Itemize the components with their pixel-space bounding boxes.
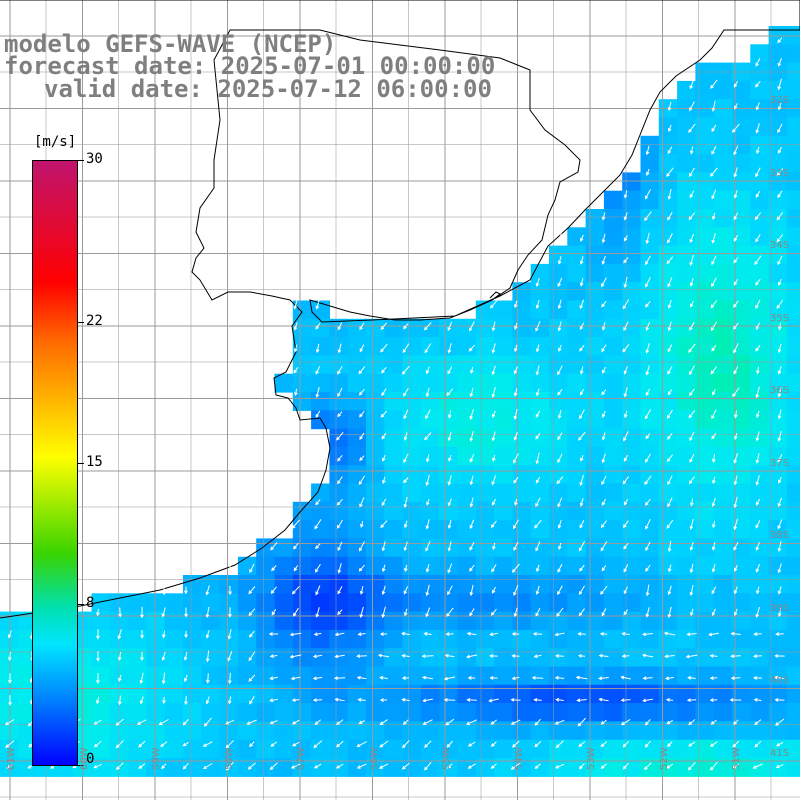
- latitude-label: 38S: [770, 530, 790, 541]
- colorbar-tick-mark: [78, 463, 84, 464]
- longitude-label: 59W: [151, 747, 162, 770]
- latitude-label: 36S: [770, 385, 790, 396]
- colorbar-tick-mark: [78, 321, 84, 323]
- colorbar-unit-label: [m/s]: [34, 134, 77, 150]
- latitude-label: 37S: [770, 457, 790, 469]
- valid-date: valid date: 2025-07-12 06:00:00: [44, 75, 492, 103]
- longitude-label: 61W: [6, 747, 17, 770]
- colorbar-tick-label: 8: [86, 595, 95, 612]
- latitude-label: 35S: [770, 312, 790, 324]
- longitude-label: 53W: [586, 747, 597, 770]
- longitude-label: 57W: [296, 747, 307, 770]
- longitude-label: 55W: [441, 747, 452, 770]
- longitude-label: 60W: [78, 747, 90, 770]
- forecast-date: forecast date: 2025-07-01 00:00:00: [4, 52, 496, 80]
- colorbar-tick-label: 30: [86, 151, 103, 167]
- coastline: [0, 0, 800, 619]
- wind-speed-cells: [0, 26, 800, 777]
- colorbar: [32, 160, 78, 766]
- river-outline: [489, 291, 501, 301]
- wind-arrows: [4, 37, 785, 771]
- latitude-label: 34S: [770, 240, 790, 251]
- longitude-label: 51W: [731, 747, 742, 770]
- colorbar-tick-label: 22: [86, 312, 103, 329]
- latitude-label: 39S: [770, 602, 790, 614]
- latitude-label: 40S: [770, 675, 790, 686]
- colorbar-tick-label: 0: [86, 751, 95, 767]
- latitude-label: 33S: [770, 167, 790, 179]
- colorbar-tick-mark: [78, 160, 84, 161]
- longitude-label: 54W: [513, 747, 525, 770]
- model-title: modelo GEFS-WAVE (NCEP): [4, 30, 337, 58]
- latitude-label: 32S: [770, 95, 790, 106]
- longitude-label: 56W: [368, 747, 380, 770]
- longitude-label: 52W: [658, 747, 670, 770]
- colorbar-tick-mark: [78, 765, 84, 766]
- latitude-label: 41S: [770, 747, 790, 759]
- longitude-label: 58W: [223, 747, 235, 770]
- colorbar-tick-label: 15: [86, 454, 103, 470]
- colorbar-tick-mark: [78, 604, 84, 606]
